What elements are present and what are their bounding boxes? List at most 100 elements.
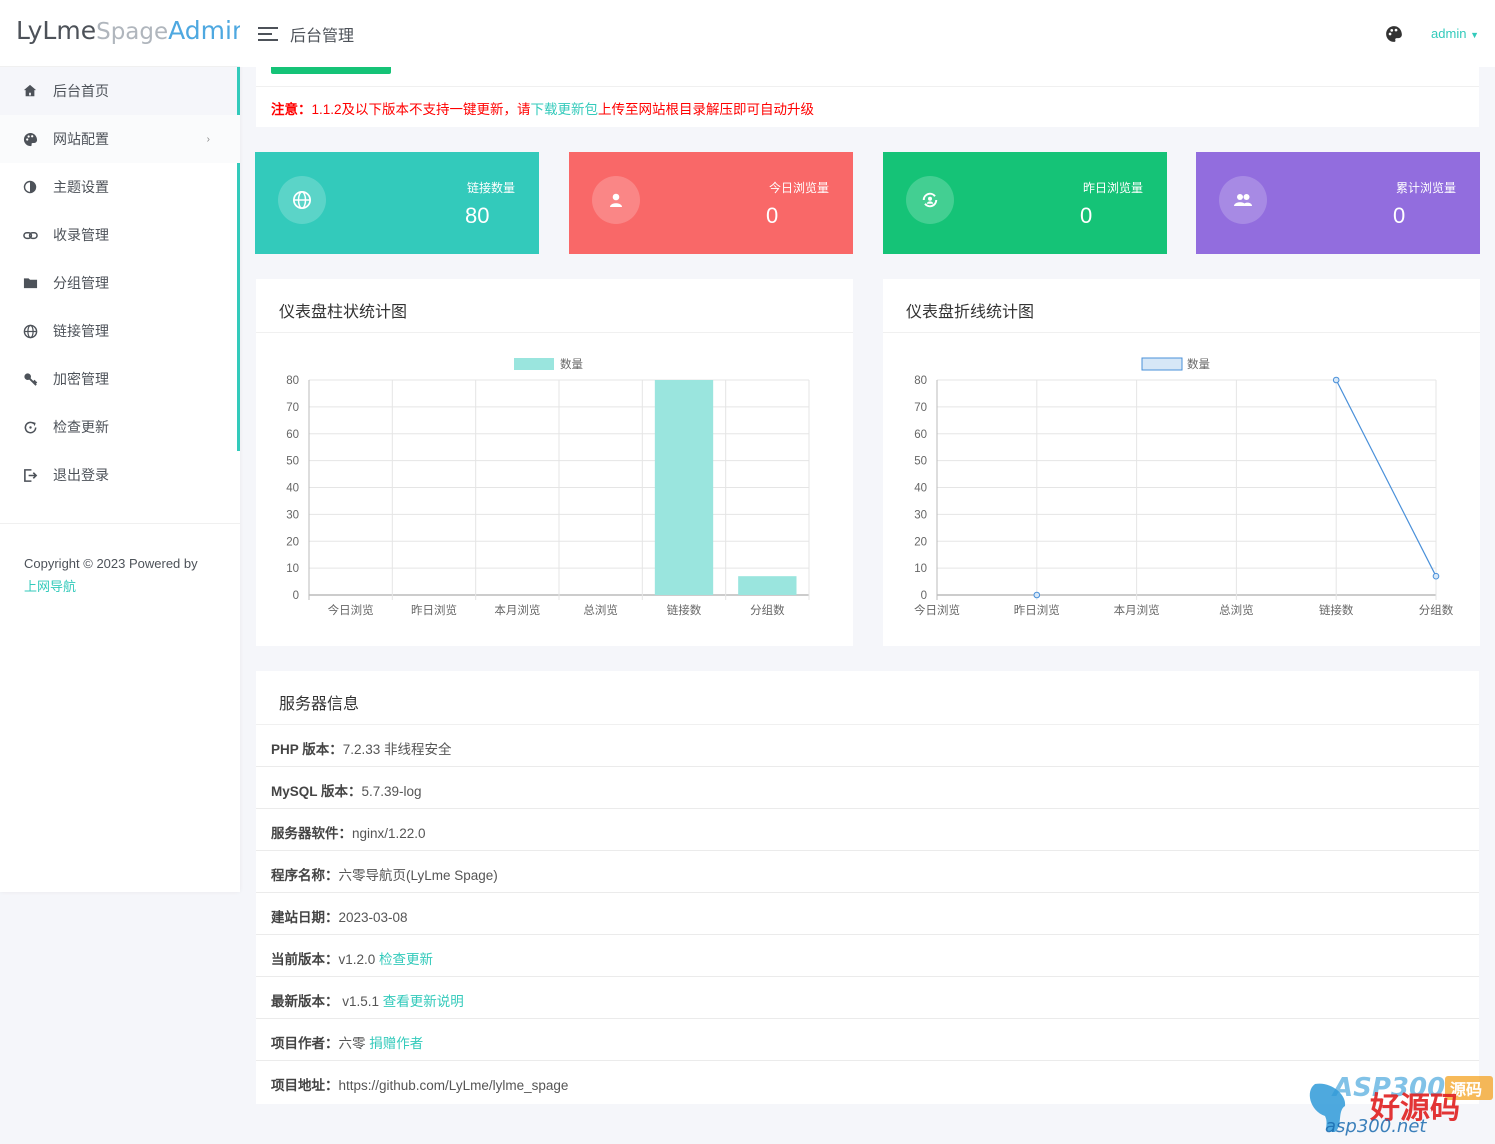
y-tick-label: 40 [914, 483, 927, 495]
update-notice-text: 注意：1.1.2及以下版本不支持一键更新，请下载更新包上传至网站根目录解压即可自… [271, 98, 814, 118]
sidebar-item-collect[interactable]: 收录管理 [0, 211, 240, 259]
watermark-logo: ASP300 源码 好源码 asp300.net [1309, 1073, 1493, 1136]
server-info-row: 服务器软件：nginx/1.22.0 [256, 809, 1479, 851]
server-info-row: 最新版本： v1.5.1 查看更新说明 [256, 977, 1479, 1019]
legend-swatch [514, 358, 554, 370]
info-label: 建站日期： [271, 910, 339, 925]
info-label: 程序名称： [271, 868, 339, 883]
brand-part-1: LyLme [16, 16, 97, 45]
download-update-link[interactable]: 下载更新包 [530, 102, 599, 117]
bar-chart-title: 仪表盘柱状统计图 [256, 279, 853, 333]
link-icon [22, 227, 38, 243]
notice-text-2: 上传至网站根目录解压即可自动升级 [598, 102, 815, 117]
brand-logo[interactable]: LyLmeSpageAdmin [0, 0, 248, 67]
update-button[interactable] [271, 67, 391, 74]
info-label: 最新版本： [271, 994, 339, 1009]
sidebar-item-groups[interactable]: 分组管理 [0, 259, 240, 307]
theme-icon [22, 179, 38, 195]
sidebar-item-update[interactable]: 检查更新 [0, 403, 240, 451]
header-title: 后台管理 [290, 27, 355, 45]
info-label: 服务器软件： [271, 826, 352, 841]
top-header: 后台管理 admin ▼ [240, 0, 1495, 67]
data-point [1432, 572, 1440, 580]
x-tick-label: 昨日浏览 [411, 603, 457, 617]
footer-link[interactable]: 上网导航 [24, 579, 77, 594]
stat-card-total-views: 累计浏览量 0 [1196, 152, 1480, 254]
info-label: PHP 版本： [271, 742, 343, 757]
sidebar-item-encryption[interactable]: 加密管理 [0, 355, 240, 403]
x-tick-label: 总浏览 [583, 603, 618, 617]
copyright-text: Copyright © 2023 Powered by [24, 556, 198, 571]
x-tick-label: 本月浏览 [1114, 603, 1160, 617]
menu-toggle-icon[interactable] [258, 26, 278, 41]
info-value: nginx/1.22.0 [352, 826, 426, 841]
server-info-row: 项目地址：https://github.com/LyLme/lylme_spag… [256, 1061, 1479, 1103]
info-value: 2023-03-08 [338, 910, 408, 925]
sidebar-item-label: 分组管理 [53, 275, 109, 291]
brand-part-2: Spage [96, 19, 169, 45]
server-info-row: 建站日期：2023-03-08 [256, 893, 1479, 935]
server-info-row: 当前版本：v1.2.0 检查更新 [256, 935, 1479, 977]
watermark-text-1: ASP300 [1331, 1073, 1445, 1103]
users-icon [1219, 176, 1267, 224]
info-value: https://github.com/LyLme/lylme_spage [338, 1078, 569, 1093]
palette-icon [22, 131, 38, 147]
watermark-text-4: 源码 [1450, 1080, 1482, 1099]
y-tick-label: 0 [293, 590, 299, 602]
x-tick-label: 今日浏览 [914, 603, 960, 617]
x-tick-label: 链接数 [667, 603, 702, 617]
y-tick-label: 80 [914, 375, 927, 387]
sidebar-item-site-config[interactable]: 网站配置 › [0, 115, 240, 163]
caret-down-icon: ▼ [1470, 30, 1479, 40]
info-link[interactable]: 检查更新 [379, 952, 434, 967]
sidebar-item-label: 后台首页 [53, 83, 109, 99]
user-menu[interactable]: admin ▼ [1431, 26, 1479, 41]
watermark-text-2: 好源码 [1369, 1091, 1460, 1126]
info-value: 六零导航页(LyLme Spage) [338, 868, 498, 883]
sidebar-item-label: 收录管理 [53, 227, 109, 243]
x-tick-label: 总浏览 [1219, 603, 1254, 617]
key-icon [22, 371, 38, 387]
info-value: 六零 [338, 1036, 366, 1051]
x-tick-label: 昨日浏览 [1014, 603, 1060, 617]
y-tick-label: 20 [286, 536, 299, 548]
folder-icon [22, 275, 38, 291]
data-point [1033, 591, 1041, 599]
theme-palette-icon[interactable] [1385, 25, 1403, 43]
sidebar: LyLmeSpageAdmin 后台首页 网站配置 › 主题设置 收录管理 分组… [0, 0, 248, 892]
info-link[interactable]: 捐赠作者 [369, 1036, 424, 1051]
brand-part-3: Admin [168, 16, 248, 45]
y-tick-label: 40 [286, 483, 299, 495]
refresh-icon [22, 419, 38, 435]
info-link[interactable]: 查看更新说明 [382, 994, 464, 1009]
x-tick-label: 分组数 [750, 603, 785, 617]
sidebar-item-logout[interactable]: 退出登录 [0, 451, 240, 499]
sidebar-item-label: 加密管理 [53, 371, 109, 387]
sidebar-item-dashboard[interactable]: 后台首页 [0, 67, 240, 115]
y-tick-label: 80 [286, 375, 299, 387]
y-tick-label: 50 [286, 456, 299, 468]
globe-icon [278, 176, 326, 224]
stat-card-today-views: 今日浏览量 0 [569, 152, 853, 254]
info-value: v1.5.1 [338, 994, 380, 1009]
bar [738, 576, 797, 595]
logout-icon [22, 467, 38, 483]
info-label: 项目作者： [271, 1036, 339, 1051]
sidebar-item-links[interactable]: 链接管理 [0, 307, 240, 355]
user-icon [592, 176, 640, 224]
stat-value: 0 [766, 203, 779, 228]
info-label: MySQL 版本： [271, 784, 362, 799]
stat-value: 0 [1393, 203, 1406, 228]
x-tick-label: 本月浏览 [494, 603, 540, 617]
y-tick-label: 30 [286, 509, 299, 521]
divider [256, 86, 1479, 87]
x-tick-label: 今日浏览 [328, 603, 374, 617]
y-tick-label: 10 [286, 563, 299, 575]
sidebar-item-theme[interactable]: 主题设置 [0, 163, 240, 211]
line-chart-title: 仪表盘折线统计图 [883, 279, 1480, 333]
data-point [1332, 376, 1340, 384]
notice-prefix: 注意： [271, 102, 312, 117]
home-icon [22, 83, 38, 99]
update-notice-card: 注意：1.1.2及以下版本不支持一键更新，请下载更新包上传至网站根目录解压即可自… [256, 67, 1479, 127]
stat-label: 链接数量 [466, 181, 515, 195]
